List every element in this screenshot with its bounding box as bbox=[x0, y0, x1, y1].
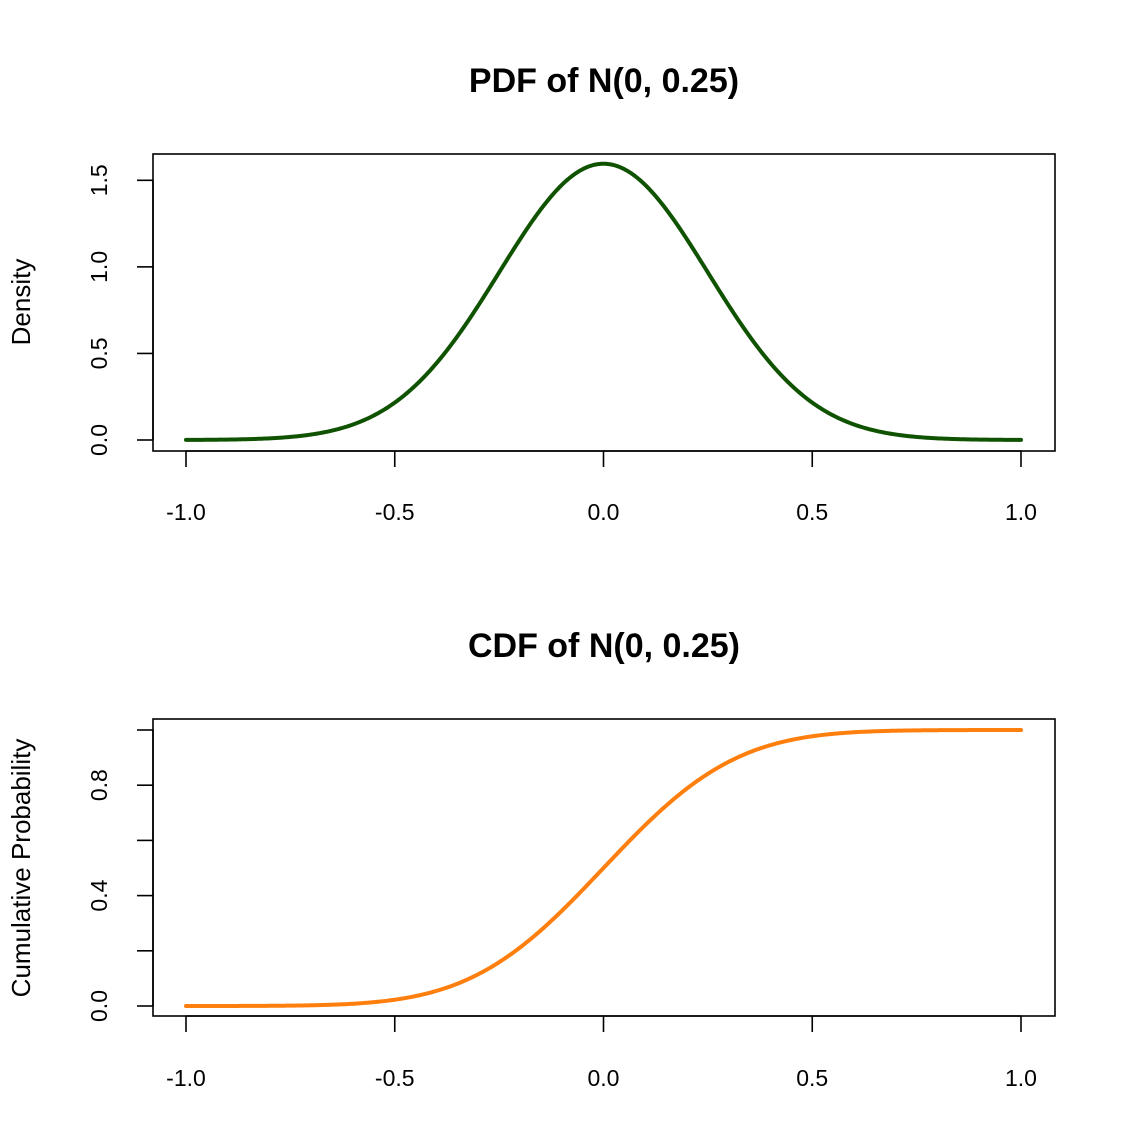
pdf-title: PDF of N(0, 0.25) bbox=[469, 62, 739, 100]
pdf-axes: -1.0 -0.5 0.0 0.5 1.0 0.0 0.5 1.0 1.5 bbox=[86, 164, 1037, 525]
pdf-y-tick-label: 0.0 bbox=[86, 424, 112, 456]
pdf-y-tick-label: 1.5 bbox=[86, 164, 112, 196]
cdf-axes: -1.0 -0.5 0.0 0.5 1.0 0.0 0.4 0.8 bbox=[86, 729, 1037, 1091]
cdf-y-tick-label: 0.4 bbox=[86, 879, 112, 911]
pdf-series bbox=[184, 161, 1023, 442]
cdf-panel: CDF of N(0, 0.25) Cumulative Probability… bbox=[6, 627, 1056, 1091]
pdf-y-tick-label: 1.0 bbox=[86, 251, 112, 283]
cdf-x-tick-label: 1.0 bbox=[1005, 1065, 1037, 1091]
cdf-series bbox=[184, 728, 1023, 1008]
cdf-title: CDF of N(0, 0.25) bbox=[468, 627, 740, 665]
pdf-y-axis-label: Density bbox=[6, 259, 36, 346]
pdf-panel: PDF of N(0, 0.25) Density -1.0 -0.5 0.0 0.5… bbox=[6, 62, 1056, 525]
pdf-x-tick-label: 0.5 bbox=[796, 499, 828, 525]
pdf-x-tick-label: 1.0 bbox=[1005, 499, 1037, 525]
cdf-x-tick-label: 0.0 bbox=[588, 1065, 620, 1091]
pdf-x-tick-label: 0.0 bbox=[588, 499, 620, 525]
cdf-x-tick-label: -0.5 bbox=[375, 1065, 415, 1091]
pdf-x-tick-label: -0.5 bbox=[375, 499, 415, 525]
cdf-y-axis-label: Cumulative Probability bbox=[6, 739, 36, 998]
pdf-y-tick-label: 0.5 bbox=[86, 337, 112, 369]
cdf-curve bbox=[184, 728, 1023, 1008]
cdf-x-tick-label: 0.5 bbox=[796, 1065, 828, 1091]
pdf-x-tick-label: -1.0 bbox=[166, 499, 206, 525]
cdf-x-tick-label: -1.0 bbox=[166, 1065, 206, 1091]
pdf-curve bbox=[184, 161, 1023, 442]
cdf-y-tick-label: 0.8 bbox=[86, 769, 112, 801]
cdf-y-tick-label: 0.0 bbox=[86, 990, 112, 1022]
